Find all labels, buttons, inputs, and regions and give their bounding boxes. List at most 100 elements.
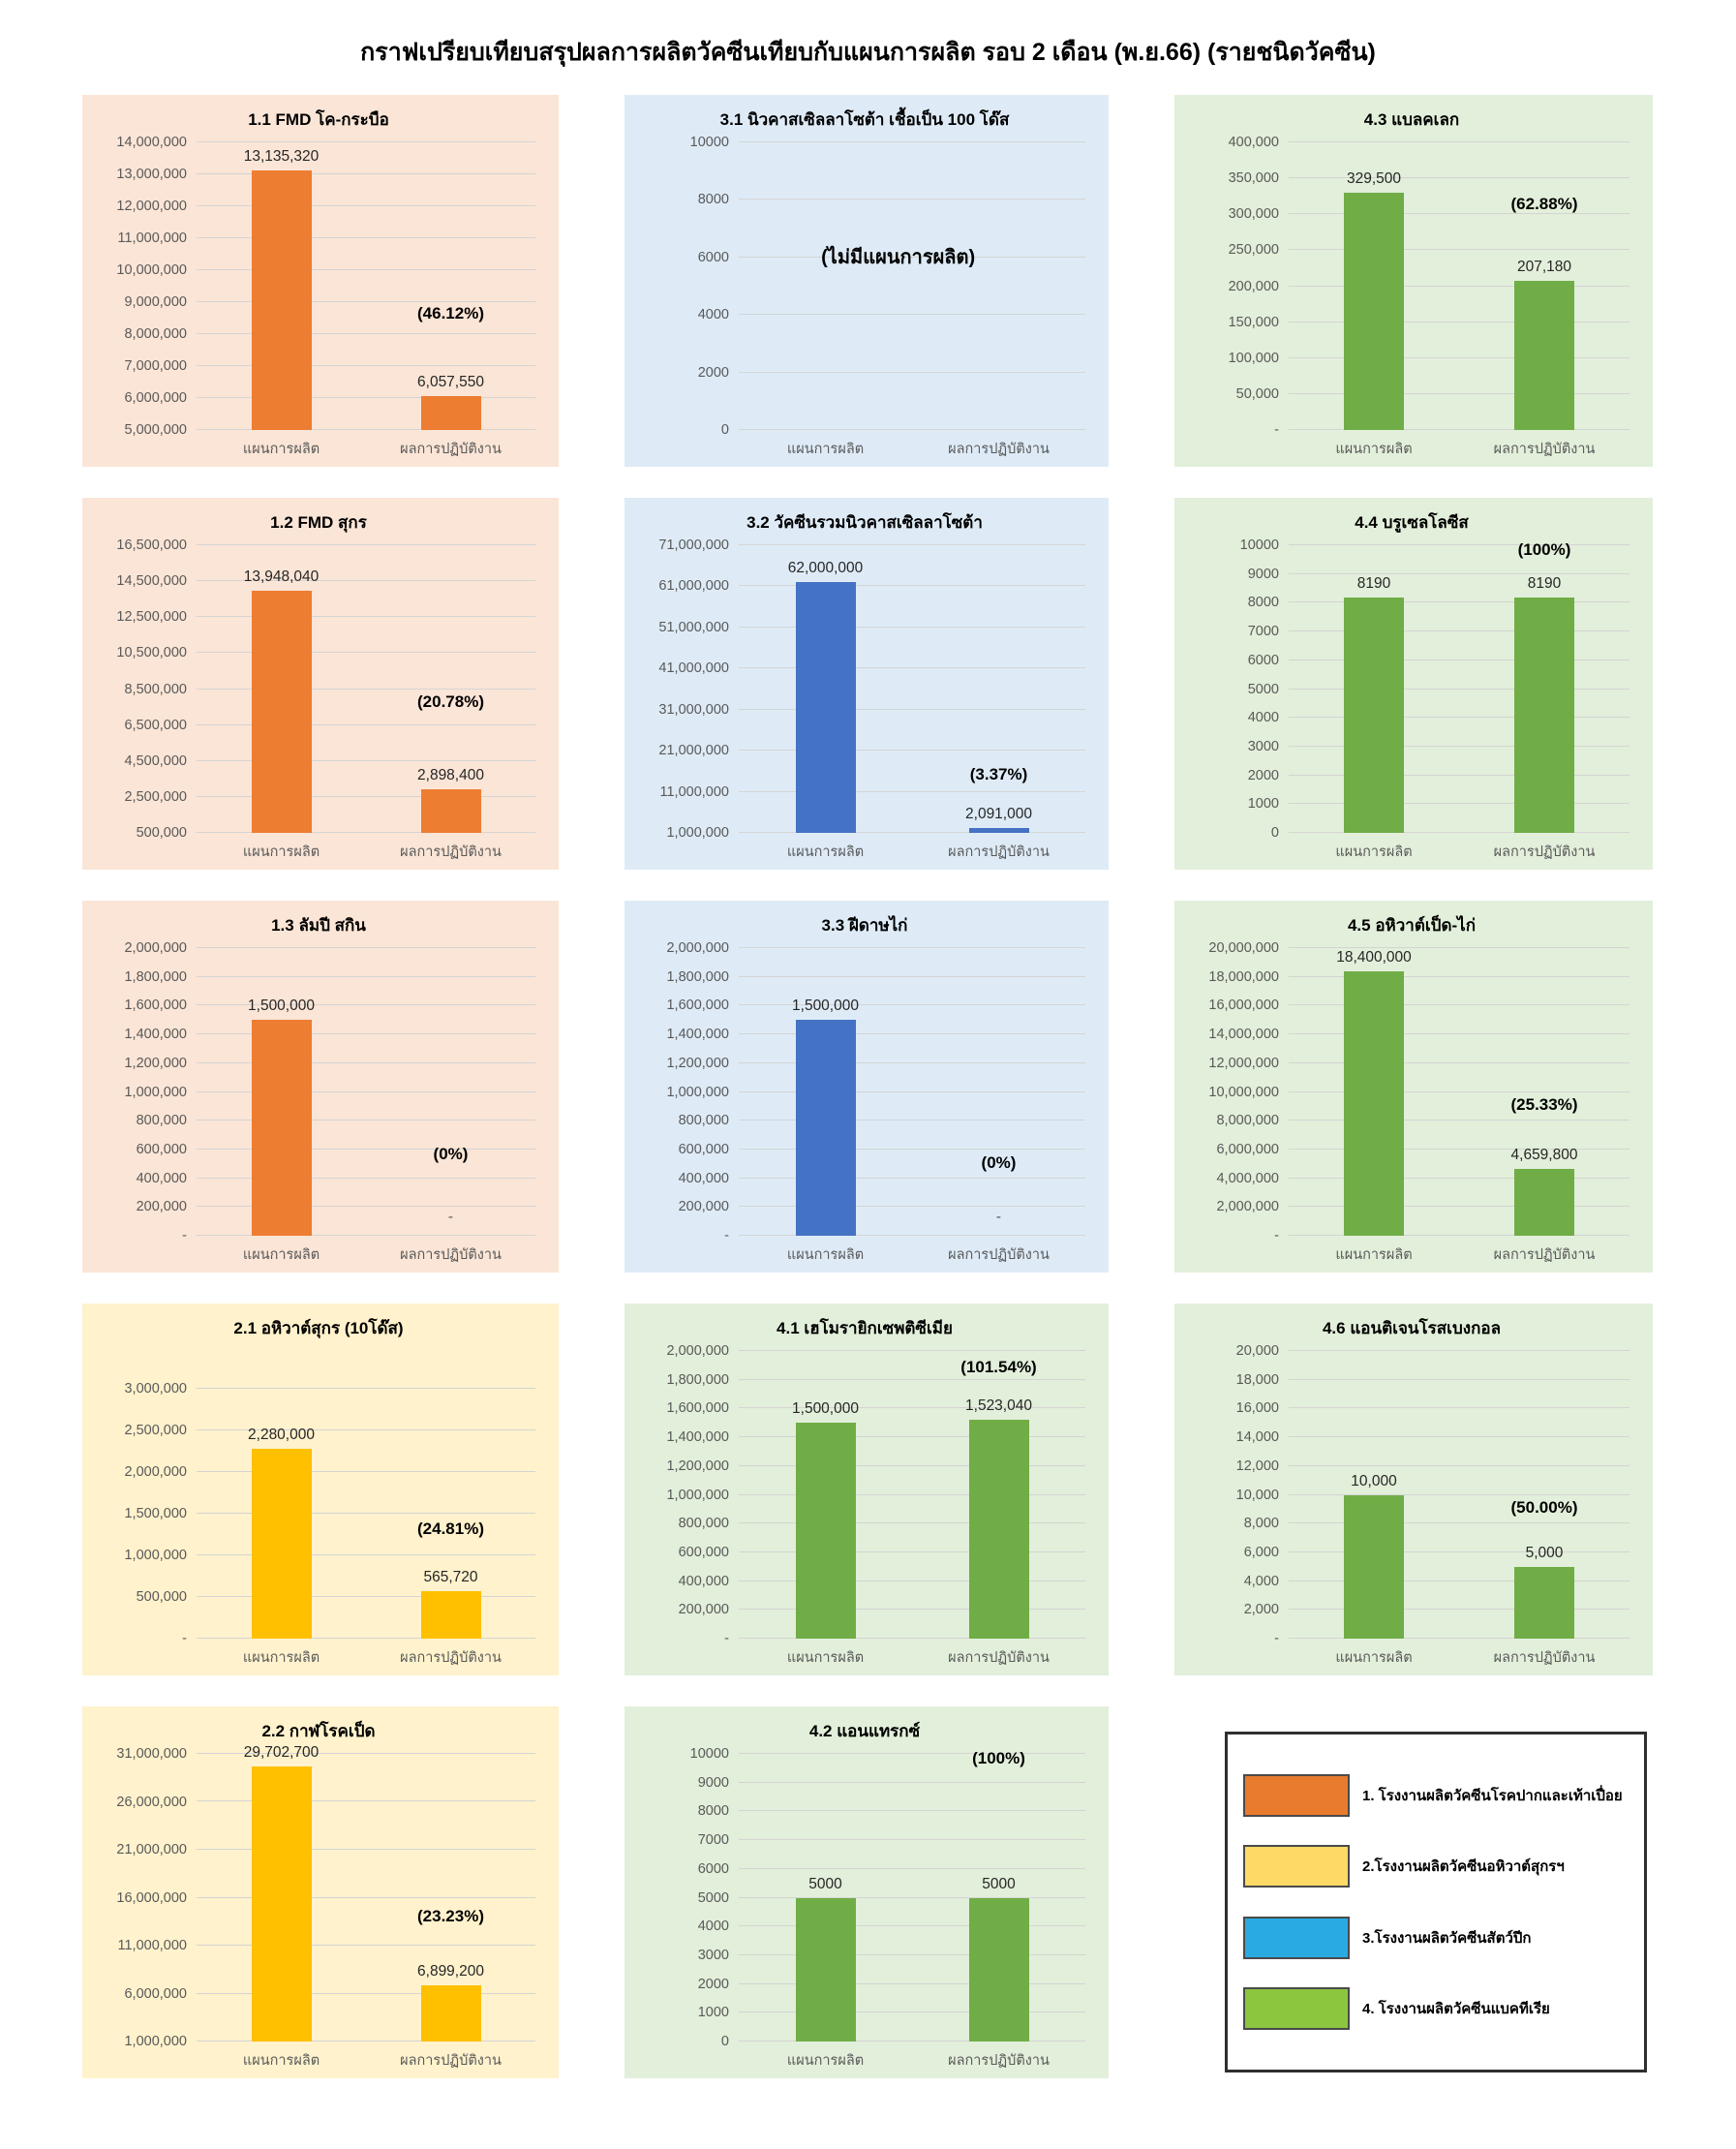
gridline xyxy=(1289,1004,1629,1006)
y-tick-label: 400,000 xyxy=(678,1170,729,1186)
bar-plan xyxy=(251,1765,312,2042)
value-label-actual: 8190 xyxy=(1527,574,1562,592)
gridline xyxy=(1289,1522,1629,1524)
y-tick-label: - xyxy=(1274,422,1279,438)
y-tick-label: 51,000,000 xyxy=(658,619,729,635)
y-tick-label: 9000 xyxy=(1247,566,1279,582)
bar-plan xyxy=(1344,1494,1404,1639)
x-label-area: แผนการผลิต ผลการปฏิบัติงาน xyxy=(1289,833,1629,862)
gridline xyxy=(197,236,535,238)
y-tick-label: 200,000 xyxy=(136,1199,187,1215)
gridline xyxy=(739,1120,1085,1121)
y-tick-label: 31,000,000 xyxy=(116,1746,187,1762)
x-label-plan: แผนการผลิต xyxy=(1335,1247,1413,1263)
y-tick-label: 800,000 xyxy=(678,1516,729,1532)
y-tick-label: 6000 xyxy=(697,1860,729,1877)
gridline xyxy=(739,1982,1085,1984)
chart-title: 4.5 อหิวาต์เป็ด-ไก่ xyxy=(1347,916,1477,935)
y-tick-label: 200,000 xyxy=(678,1602,729,1618)
y-tick-label: 61,000,000 xyxy=(658,578,729,595)
x-axis: แผนการผลิต ผลการปฏิบัติงาน xyxy=(630,833,1099,862)
y-tick-label: 1,800,000 xyxy=(666,1371,729,1388)
y-tick-label: 50,000 xyxy=(1235,385,1279,402)
gridline xyxy=(1289,213,1629,215)
chart-panel-2.2: 2.2 กาฬโรคเป็ด 31,000,000 26,000,000 21,000… xyxy=(82,1706,559,2078)
y-tick-label: 16,000,000 xyxy=(116,1889,187,1906)
gridline xyxy=(197,365,535,366)
gridline xyxy=(1289,717,1629,719)
x-label-area: แผนการผลิต ผลการปฏิบัติงาน xyxy=(739,833,1085,862)
bar-plan xyxy=(251,591,312,833)
y-tick-label: - xyxy=(182,1631,187,1646)
plot-region: 3,000,000 2,500,000 2,000,000 1,500,000 1,00… xyxy=(88,1351,549,1646)
gridline xyxy=(1289,1206,1629,1208)
charts-grid: 1.1 FMD โค-กระบือ 14,000,000 13,000,000 12,… xyxy=(0,95,1736,2117)
x-axis-spacer xyxy=(1180,1236,1289,1265)
gridline xyxy=(1289,630,1629,632)
y-tick-label: 600,000 xyxy=(678,1544,729,1560)
legend-item: 3.โรงงานผลิตวัคซีนสัตว์ปีก xyxy=(1243,1916,1629,1959)
y-tick-label: 2,500,000 xyxy=(124,788,187,805)
gridline xyxy=(739,750,1085,752)
plot-area: 1,500,000 - (0%) xyxy=(197,947,535,1236)
x-label-plan: แผนการผลิต xyxy=(786,844,865,860)
bar-plan xyxy=(1344,193,1404,430)
gridline xyxy=(739,1550,1085,1552)
value-label-actual: 6,057,550 xyxy=(417,374,484,391)
y-tick-label: 6,000,000 xyxy=(124,1985,187,2002)
y-axis: 2,000,000 1,800,000 1,600,000 1,400,000 1,20… xyxy=(630,940,739,1243)
gridline xyxy=(739,1493,1085,1495)
gridline xyxy=(1289,1148,1629,1150)
legend-cell: 1. โรงงานผลิตวัคซีนโรคปากและเท้าเปื่อย 2.… xyxy=(1174,1706,1653,2078)
x-label-plan: แผนการผลิต xyxy=(1335,1650,1413,1666)
x-label-area: แผนการผลิต ผลการปฏิบัติงาน xyxy=(1289,1236,1629,1265)
gridline xyxy=(739,667,1085,669)
x-label-actual: ผลการปฏิบัติงาน xyxy=(948,1650,1050,1666)
y-tick-label: 7000 xyxy=(1247,624,1279,640)
x-axis: แผนการผลิต ผลการปฏิบัติงาน xyxy=(88,1236,549,1265)
value-label-actual: 4,659,800 xyxy=(1510,1146,1578,1163)
chart-title: 4.1 เฮโมรายิกเซพติซีเมีย xyxy=(777,1319,953,1337)
x-label-plan: แผนการผลิต xyxy=(242,844,320,860)
gridline xyxy=(1289,745,1629,747)
plot-area: 1,500,000 - (0%) xyxy=(739,947,1085,1236)
gridline xyxy=(197,1148,535,1150)
bar-actual xyxy=(968,1897,1029,2042)
bar-actual xyxy=(968,1419,1029,1639)
y-tick-label: 2000 xyxy=(1247,767,1279,783)
value-label-actual: - xyxy=(447,1209,454,1225)
pct-label: (50.00%) xyxy=(1510,1498,1578,1518)
y-tick-label: 11,000,000 xyxy=(117,1938,188,1953)
x-axis: แผนการผลิต ผลการปฏิบัติงาน xyxy=(88,833,549,862)
pct-label: (62.88%) xyxy=(1510,195,1578,214)
gridline xyxy=(739,1867,1085,1869)
x-label-area: แผนการผลิต ผลการปฏิบัติงาน xyxy=(197,833,535,862)
pct-label: (20.78%) xyxy=(417,692,484,712)
y-tick-label: 1,000,000 xyxy=(666,825,729,841)
y-tick-label: 1,200,000 xyxy=(666,1458,729,1474)
y-tick-label: 600,000 xyxy=(136,1141,187,1157)
bar-plan xyxy=(251,169,312,430)
bar-plan xyxy=(795,1020,856,1236)
gridline xyxy=(197,1120,535,1121)
gridline xyxy=(739,1407,1085,1409)
gridline xyxy=(197,1896,535,1898)
x-axis: แผนการผลิต ผลการปฏิบัติงาน xyxy=(1180,1639,1643,1668)
y-tick-label: 6,500,000 xyxy=(124,717,187,733)
y-tick-label: 71,000,000 xyxy=(658,537,729,553)
y-tick-label: 8000 xyxy=(697,192,729,208)
y-tick-label: 250,000 xyxy=(1228,242,1279,259)
plot-region: 14,000,000 13,000,000 12,000,000 11,000,000… xyxy=(88,135,549,438)
gridline xyxy=(1289,1378,1629,1380)
no-plan-note: (ไม่มีแผนการผลิต) xyxy=(821,246,976,268)
plot-area: (ไม่มีแผนการผลิต) xyxy=(739,141,1085,430)
x-label-actual: ผลการปฏิบัติงาน xyxy=(400,2053,502,2069)
plot-area: 62,000,000 2,091,000 (3.37%) xyxy=(739,544,1085,833)
y-tick-label: 0 xyxy=(720,422,729,438)
gridline xyxy=(1289,1120,1629,1121)
gridline xyxy=(197,652,535,654)
y-tick-label: 41,000,000 xyxy=(658,660,729,677)
y-tick-label: 800,000 xyxy=(678,1113,729,1129)
bar-actual xyxy=(968,828,1029,833)
legend-item: 1. โรงงานผลิตวัคซีนโรคปากและเท้าเปื่อย xyxy=(1243,1774,1629,1818)
